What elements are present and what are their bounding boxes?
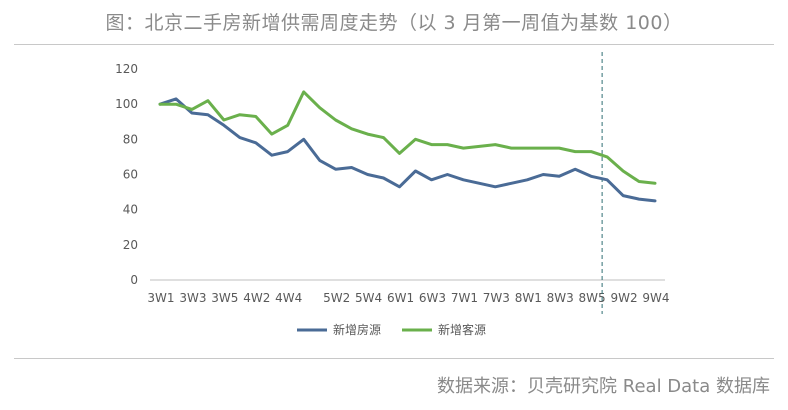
y-tick-label: 60 — [123, 168, 138, 182]
x-tick-label: 3W1 — [147, 291, 174, 305]
legend-label: 新增客源 — [438, 322, 486, 337]
x-tick-label: 6W3 — [419, 291, 446, 305]
chart-legend: 新增房源 新增客源 — [297, 322, 486, 337]
data-source: 数据来源：贝壳研究院 Real Data 数据库 — [437, 376, 770, 397]
y-axis: 0 20 40 60 80 100 120 — [115, 62, 138, 287]
footer-divider — [14, 358, 774, 359]
line-chart: 0 20 40 60 80 100 120 3W1 3W3 3W5 4W2 4W4 5W2 5W4 6W1… — [115, 52, 670, 337]
page-title: 图：北京二手房新增供需周度走势（以 3 月第一周值为基数 100） — [105, 12, 683, 34]
series-line-1 — [158, 97, 657, 203]
x-tick-label: 7W1 — [451, 291, 478, 305]
y-tick-label: 0 — [130, 273, 138, 287]
title-divider — [14, 44, 774, 45]
y-tick-label: 100 — [115, 97, 138, 111]
x-tick-label: 7W3 — [483, 291, 510, 305]
x-tick-label: 5W2 — [323, 291, 350, 305]
x-tick-label: 8W3 — [547, 291, 574, 305]
x-tick-label: 3W3 — [179, 291, 206, 305]
legend-label: 新增房源 — [333, 322, 381, 337]
x-tick-label: 9W2 — [610, 291, 637, 305]
x-tick-label: 9W4 — [642, 291, 669, 305]
x-tick-label: 8W1 — [515, 291, 542, 305]
y-tick-label: 80 — [123, 132, 138, 146]
x-tick-label: 8W5 — [579, 291, 606, 305]
x-tick-label: 5W4 — [355, 291, 382, 305]
series-line-2 — [158, 90, 657, 185]
y-tick-label: 120 — [115, 62, 138, 76]
x-tick-label: 3W5 — [211, 291, 238, 305]
y-tick-label: 20 — [123, 238, 138, 252]
series-layer — [158, 90, 657, 203]
x-axis: 3W1 3W3 3W5 4W2 4W4 5W2 5W4 6W1 6W3 7W1 7W3 8W1 8W3 8… — [147, 279, 670, 305]
y-tick-label: 40 — [123, 203, 138, 217]
x-tick-label: 6W1 — [387, 291, 414, 305]
x-tick-label: 4W2 — [243, 291, 270, 305]
x-tick-label: 4W4 — [275, 291, 302, 305]
